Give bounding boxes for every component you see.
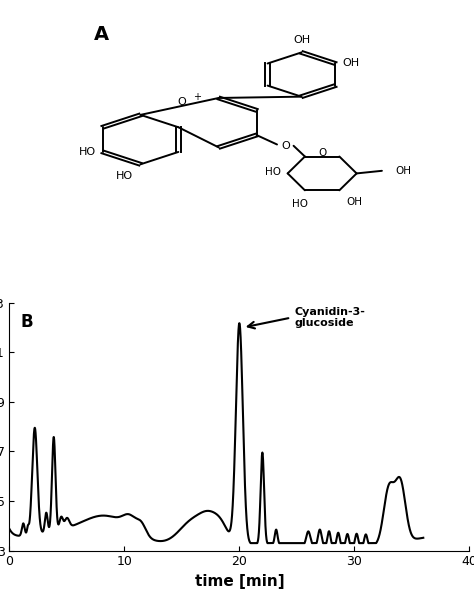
Text: OH: OH bbox=[342, 59, 359, 68]
Text: A: A bbox=[94, 25, 109, 44]
Text: OH: OH bbox=[293, 35, 310, 45]
Text: O: O bbox=[318, 148, 326, 158]
Text: HO: HO bbox=[265, 167, 281, 177]
Text: +: + bbox=[193, 91, 201, 102]
Text: OH: OH bbox=[396, 166, 412, 176]
Text: Cyanidin-3-
glucoside: Cyanidin-3- glucoside bbox=[294, 307, 365, 329]
X-axis label: time [min]: time [min] bbox=[194, 574, 284, 589]
Text: HO: HO bbox=[292, 200, 308, 209]
Text: B: B bbox=[21, 313, 34, 331]
Text: OH: OH bbox=[346, 197, 362, 207]
Text: HO: HO bbox=[116, 171, 133, 181]
Text: O: O bbox=[178, 97, 186, 106]
Text: O: O bbox=[281, 141, 290, 151]
Text: HO: HO bbox=[79, 147, 96, 157]
